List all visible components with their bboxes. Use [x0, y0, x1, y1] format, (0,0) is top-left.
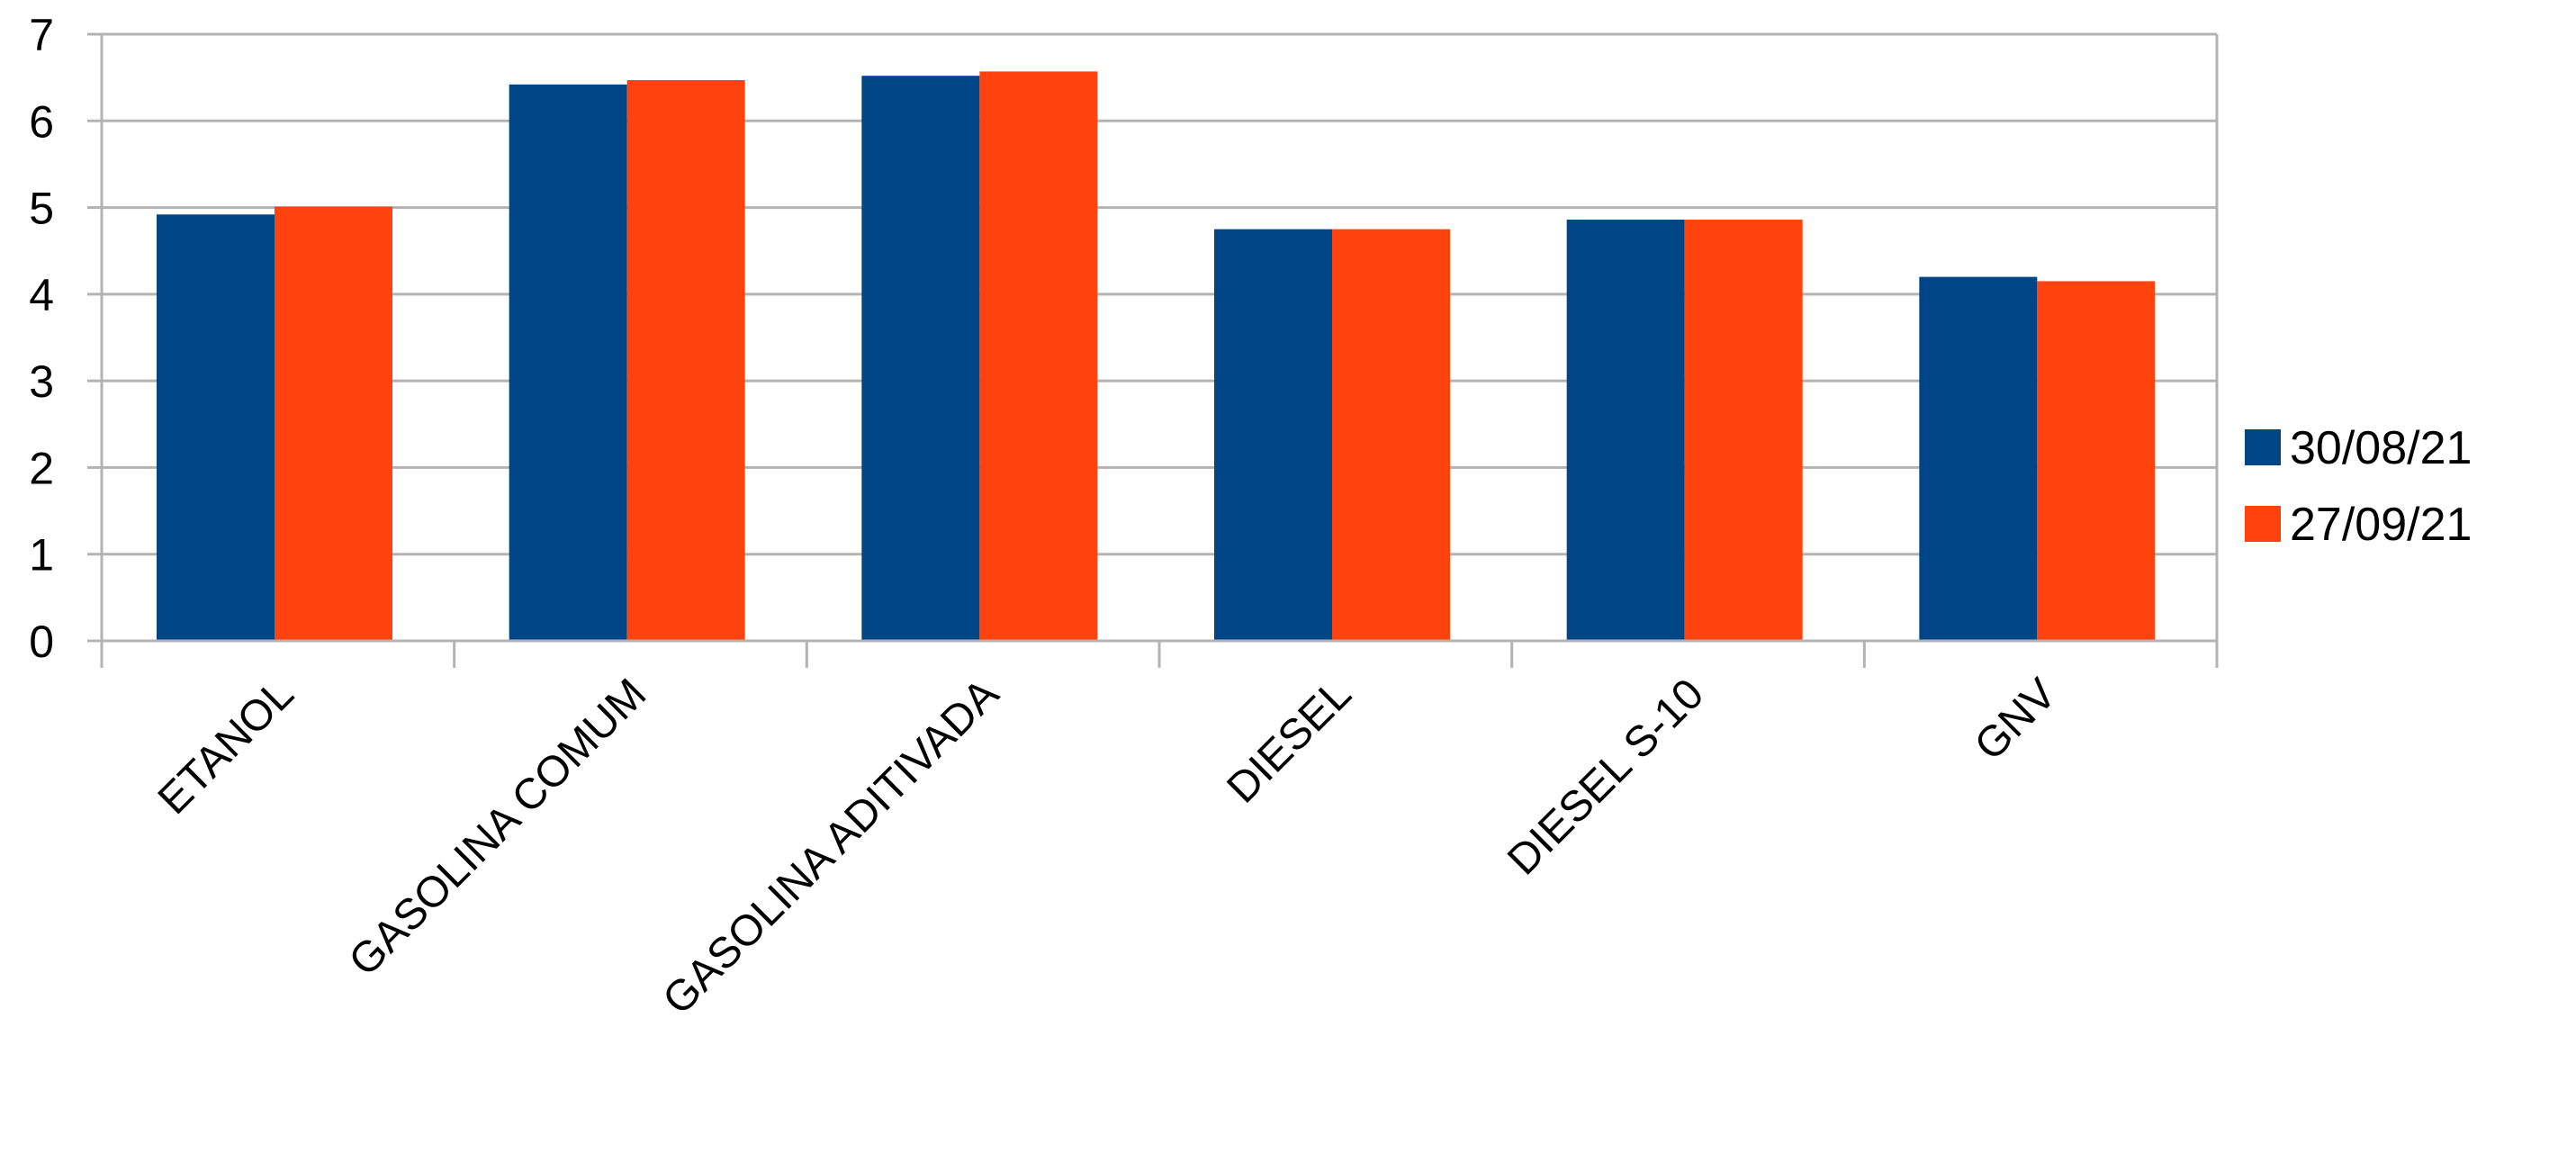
bar-1-3	[861, 76, 980, 641]
bar-2-5	[1684, 220, 1803, 641]
legend-swatch	[2245, 429, 2281, 465]
x-category-label: DIESEL S-10	[1499, 670, 1713, 884]
legend-label: 30/08/21	[2290, 422, 2472, 474]
bar-1-6	[1919, 276, 2038, 641]
x-category-label: GNV	[1966, 670, 2066, 770]
bar-2-3	[979, 71, 1098, 642]
y-tick-label: 7	[29, 10, 54, 60]
bar-2-2	[626, 80, 745, 641]
bars	[157, 71, 2156, 642]
x-category-label: DIESEL	[1218, 670, 1360, 812]
y-tick-label: 6	[29, 96, 54, 147]
legend-swatch	[2245, 506, 2281, 542]
y-tick-label: 4	[29, 270, 54, 320]
bar-2-1	[275, 206, 392, 641]
axes	[87, 32, 2219, 668]
x-category-label: ETANOL	[149, 670, 303, 824]
y-tick-label: 5	[29, 184, 54, 234]
bar-1-5	[1566, 220, 1685, 641]
bar-1-4	[1214, 229, 1332, 641]
bar-1-2	[509, 84, 627, 642]
bar-2-6	[2037, 281, 2156, 641]
y-tick-label: 2	[29, 443, 54, 493]
y-tick-label: 0	[29, 617, 54, 667]
bar-1-1	[157, 214, 275, 641]
y-tick-label: 3	[29, 356, 54, 407]
legend: 30/08/21 27/09/21	[2245, 422, 2472, 551]
gridlines	[102, 32, 2217, 643]
x-category-label: GASOLINA COMUM	[340, 670, 656, 986]
bar-2-4	[1332, 229, 1450, 641]
y-tick-label: 1	[29, 530, 54, 581]
x-category-label: GASOLINA ADITIVADA	[654, 670, 1008, 1023]
y-axis-ticks: 0 1 2 3 4 5 6 7	[29, 10, 54, 667]
legend-label: 27/09/21	[2290, 499, 2472, 551]
